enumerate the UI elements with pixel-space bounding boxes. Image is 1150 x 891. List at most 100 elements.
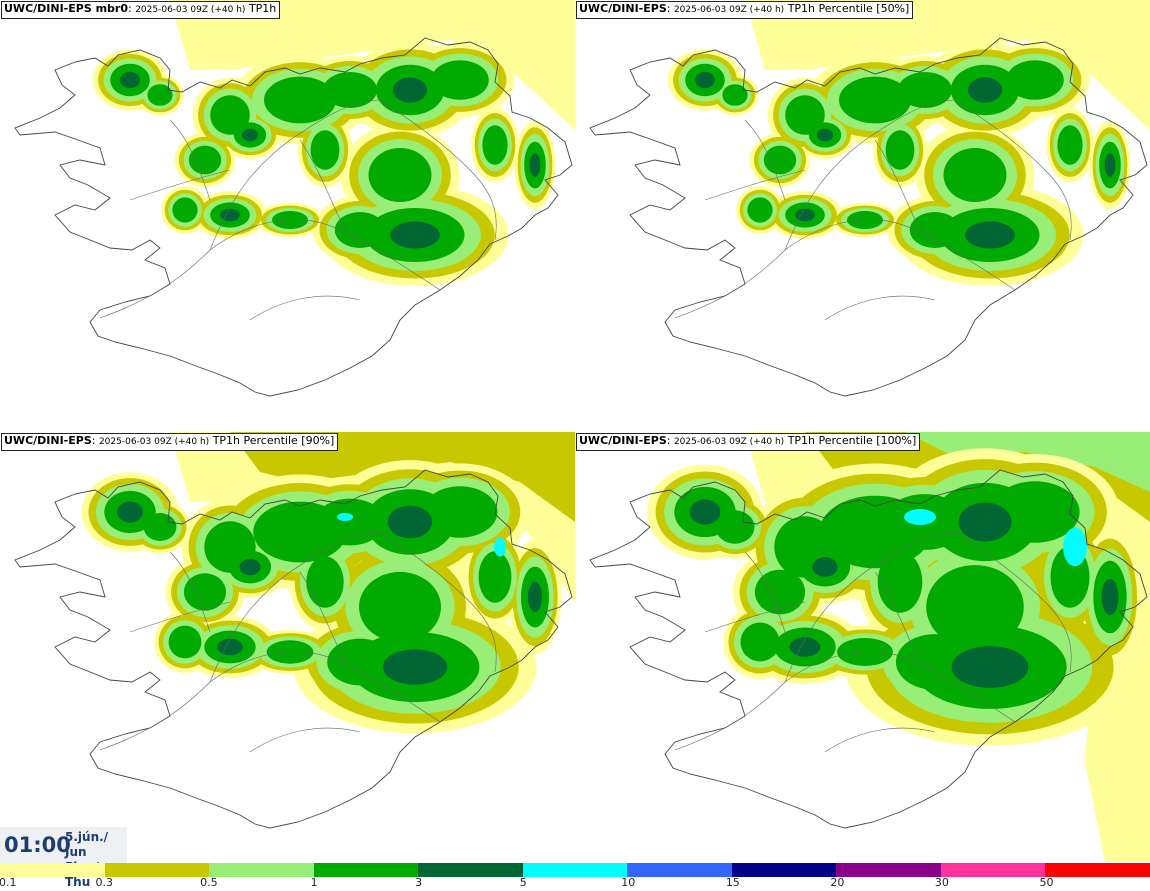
- road-line: [379, 99, 497, 241]
- road-line: [209, 531, 381, 683]
- colorbar-segment: [418, 863, 523, 877]
- colorbar-tick-label: 0.3: [95, 876, 114, 889]
- precip-area: [220, 208, 240, 222]
- map-panel-p100: UWC/DINI-EPS: 2025-06-03 09Z (+40 h) TP1…: [575, 432, 1150, 862]
- precip-area: [740, 622, 780, 662]
- map-panel-p90: UWC/DINI-EPS: 2025-06-03 09Z (+40 h) TP1…: [0, 432, 575, 862]
- precip-area: [323, 72, 377, 108]
- precip-area: [898, 72, 952, 108]
- colorbar-segment: [1045, 863, 1150, 877]
- panel-title: UWC/DINI-EPS: 2025-06-03 09Z (+40 h) TP1…: [576, 433, 921, 451]
- road-line: [674, 219, 1016, 319]
- map-canvas: [14, 432, 575, 829]
- precip-area: [795, 208, 815, 222]
- precip-area: [143, 513, 177, 541]
- road-line: [249, 295, 361, 321]
- precip-area: [482, 125, 508, 165]
- panel-title: UWC/DINI-EPS: 2025-06-03 09Z (+40 h) TP1…: [1, 433, 339, 451]
- precip-area: [895, 634, 975, 690]
- colorbar-tick-label: 0.1: [0, 876, 17, 889]
- coastline: [589, 469, 1148, 829]
- coastline: [14, 469, 573, 829]
- road-line: [824, 727, 936, 753]
- colorbar-segment: [731, 863, 837, 877]
- panel-title: UWC/DINI-EPS: 2025-06-03 09Z (+40 h) TP1…: [576, 1, 914, 19]
- colorbar-tick-label: 1: [310, 876, 318, 889]
- colorbar-tick-label: 20: [830, 876, 845, 889]
- precip-area: [837, 638, 893, 666]
- road-line: [784, 531, 956, 683]
- precip-colorbar: [0, 863, 1150, 877]
- precip-area: [266, 640, 314, 664]
- precip-area: [847, 211, 883, 229]
- precip-area: [951, 646, 1029, 688]
- road-line: [169, 119, 211, 201]
- precip-area: [368, 148, 432, 202]
- road-line: [379, 531, 497, 673]
- colorbar-segment: [627, 863, 732, 877]
- road-line: [784, 99, 956, 251]
- colorbar-tick-label: 15: [725, 876, 740, 889]
- precip-area: [382, 649, 448, 685]
- colorbar-ticks: 0.1 0.3 0.5 1 3 5 10 15 20 30 50: [0, 876, 1150, 891]
- road-line: [954, 99, 1072, 241]
- precip-area: [745, 0, 1150, 130]
- precip-area: [722, 84, 748, 106]
- precip-area: [715, 510, 755, 544]
- precip-area: [431, 60, 489, 100]
- precip-area: [747, 197, 773, 223]
- colorbar-segment: [0, 863, 105, 877]
- precip-area: [529, 153, 541, 177]
- precip-area: [314, 498, 386, 546]
- map-canvas: [14, 0, 575, 397]
- precip-area: [183, 573, 227, 611]
- road-line: [299, 571, 346, 663]
- road-line: [129, 169, 231, 201]
- map-canvas: [589, 432, 1150, 862]
- valid-time-box: 01:00 5.jún./ Jun Fim./ Thu: [0, 827, 127, 889]
- colorbar-tick-label: 50: [1039, 876, 1054, 889]
- precip-area: [241, 128, 259, 142]
- road-line: [674, 651, 1016, 751]
- precip-area: [528, 581, 542, 613]
- road-line: [99, 219, 441, 319]
- road-line: [954, 531, 1072, 673]
- precip-area: [905, 432, 1150, 492]
- precip-area: [387, 505, 433, 539]
- precip-area: [117, 501, 143, 523]
- precip-area: [990, 481, 1080, 543]
- precip-area: [172, 197, 198, 223]
- precip-area: [816, 128, 834, 142]
- road-line: [744, 119, 786, 201]
- precip-area: [392, 77, 428, 103]
- precip-area: [210, 95, 250, 135]
- precip-area: [1006, 60, 1064, 100]
- coastline: [14, 37, 573, 397]
- precip-area: [168, 625, 202, 659]
- precip-area: [904, 509, 936, 525]
- road-line: [824, 295, 936, 321]
- panel-title: UWC/DINI-EPS mbr0: 2025-06-03 09Z (+40 h…: [1, 1, 281, 19]
- map-panel-p50: UWC/DINI-EPS: 2025-06-03 09Z (+40 h) TP1…: [575, 0, 1150, 430]
- precip-area: [967, 77, 1003, 103]
- colorbar-tick-label: 5: [519, 876, 527, 889]
- road-line: [704, 169, 806, 201]
- precip-area: [306, 556, 344, 608]
- precip-area: [1101, 578, 1119, 616]
- colorbar-tick-label: 30: [934, 876, 949, 889]
- precip-area: [785, 95, 825, 135]
- road-line: [99, 651, 441, 751]
- precip-area: [789, 637, 821, 657]
- valid-date-line1: 5.jún./ Jun: [65, 830, 109, 859]
- colorbar-segment: [522, 863, 628, 877]
- precip-area: [230, 432, 575, 522]
- map-canvas: [589, 0, 1150, 397]
- precip-area: [359, 571, 441, 643]
- colorbar-segment: [209, 863, 314, 877]
- precip-area: [885, 130, 915, 170]
- precip-area: [188, 145, 222, 175]
- colorbar-segment: [940, 863, 1046, 877]
- precip-area: [170, 0, 575, 130]
- valid-time: 01:00: [4, 833, 71, 857]
- precip-area: [327, 638, 393, 686]
